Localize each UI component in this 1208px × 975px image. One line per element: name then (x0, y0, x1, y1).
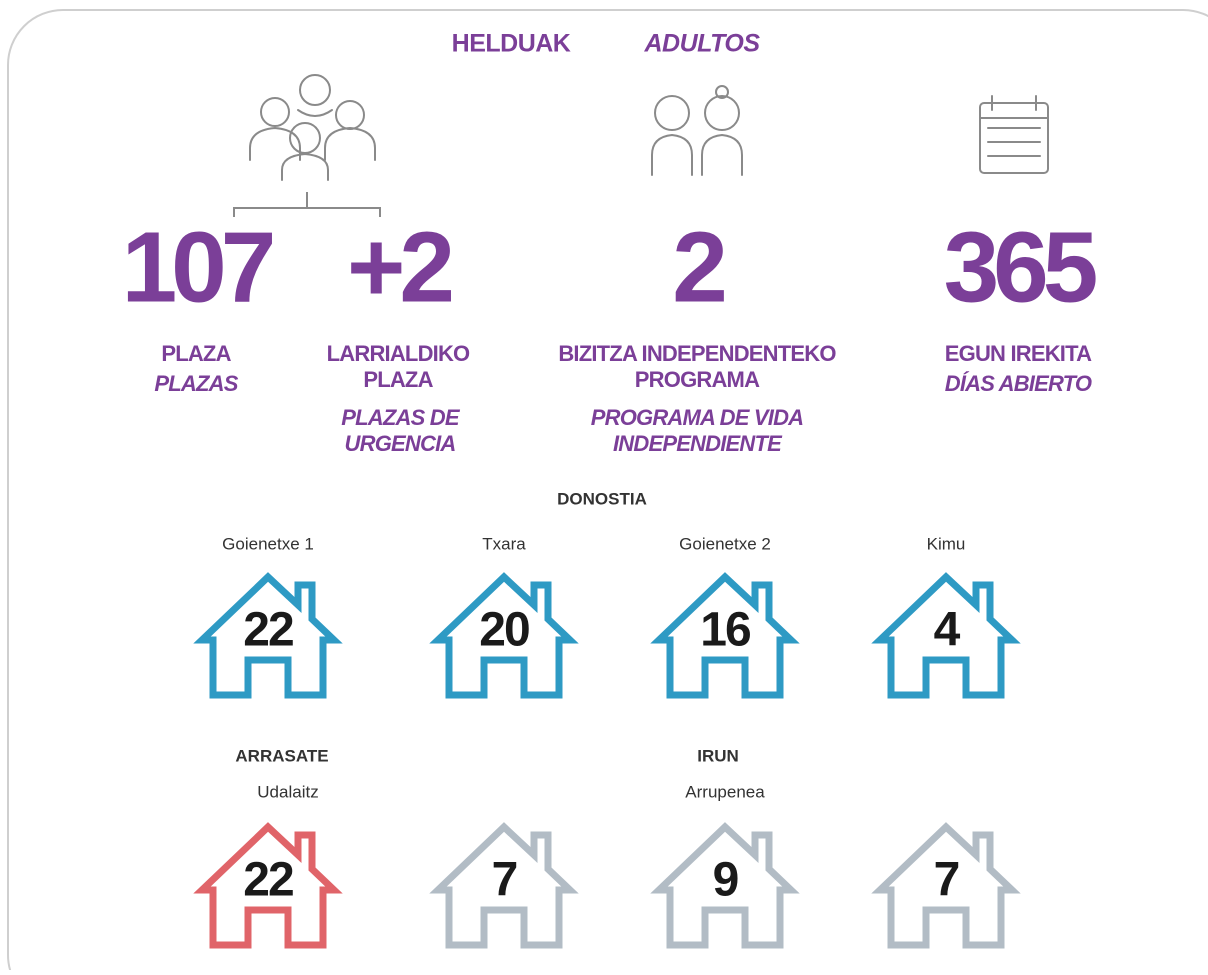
house (871, 822, 1021, 949)
house-value: 9 (713, 854, 738, 907)
bracket (233, 192, 381, 217)
house-name: Goienetxe 1 (222, 534, 314, 553)
house-value: 7 (934, 854, 959, 907)
couple-icon (651, 85, 743, 176)
calendar-icon (979, 95, 1049, 174)
stat-value: 107 (122, 211, 273, 323)
title-es: ADULTOS (643, 30, 760, 58)
house-value: 20 (479, 604, 529, 657)
house-value: 16 (700, 604, 750, 657)
stat-label-eu: EGUN IREKITA (945, 341, 1092, 366)
house-value: 22 (243, 854, 293, 907)
region-name: DONOSTIA (557, 489, 647, 508)
house (650, 572, 800, 699)
stat-label-eu: PLAZA (161, 341, 231, 366)
house (871, 572, 1021, 699)
house-name: Txara (482, 534, 526, 553)
stat-label-eu: PLAZA (363, 367, 433, 392)
stat-label-eu: LARRIALDIKO (327, 341, 470, 366)
house-value: 22 (243, 604, 293, 657)
stat-value: 2 (672, 211, 724, 323)
house-name: Kimu (927, 534, 966, 553)
house-value: 7 (492, 854, 517, 907)
title-eu: HELDUAK (452, 30, 571, 58)
house (193, 822, 343, 949)
stat-label-es: PLAZAS (154, 371, 238, 396)
stat-label-eu: PROGRAMA (635, 367, 760, 392)
stat-label-es: URGENCIA (345, 431, 456, 456)
stat-value: +2 (347, 211, 451, 323)
house (650, 822, 800, 949)
house-name: Arrupenea (685, 782, 765, 801)
house (429, 822, 579, 949)
house (429, 572, 579, 699)
people-icon (249, 74, 376, 181)
house (193, 572, 343, 699)
stat-label-eu: BIZITZA INDEPENDENTEKO (558, 341, 836, 366)
house-name: Goienetxe 2 (679, 534, 771, 553)
stat-label-es: PROGRAMA DE VIDA (591, 405, 804, 430)
stat-label-es: PLAZAS DE (341, 405, 461, 430)
stat-label-es: DÍAS ABIERTO (945, 371, 1092, 396)
house-name: Udalaitz (257, 782, 318, 801)
house-value: 4 (934, 604, 961, 657)
region-name: IRUN (697, 746, 739, 765)
card (7, 9, 1208, 975)
region-name: ARRASATE (235, 746, 328, 765)
stat-value: 365 (944, 211, 1096, 323)
stat-label-es: INDEPENDIENTE (613, 431, 783, 456)
